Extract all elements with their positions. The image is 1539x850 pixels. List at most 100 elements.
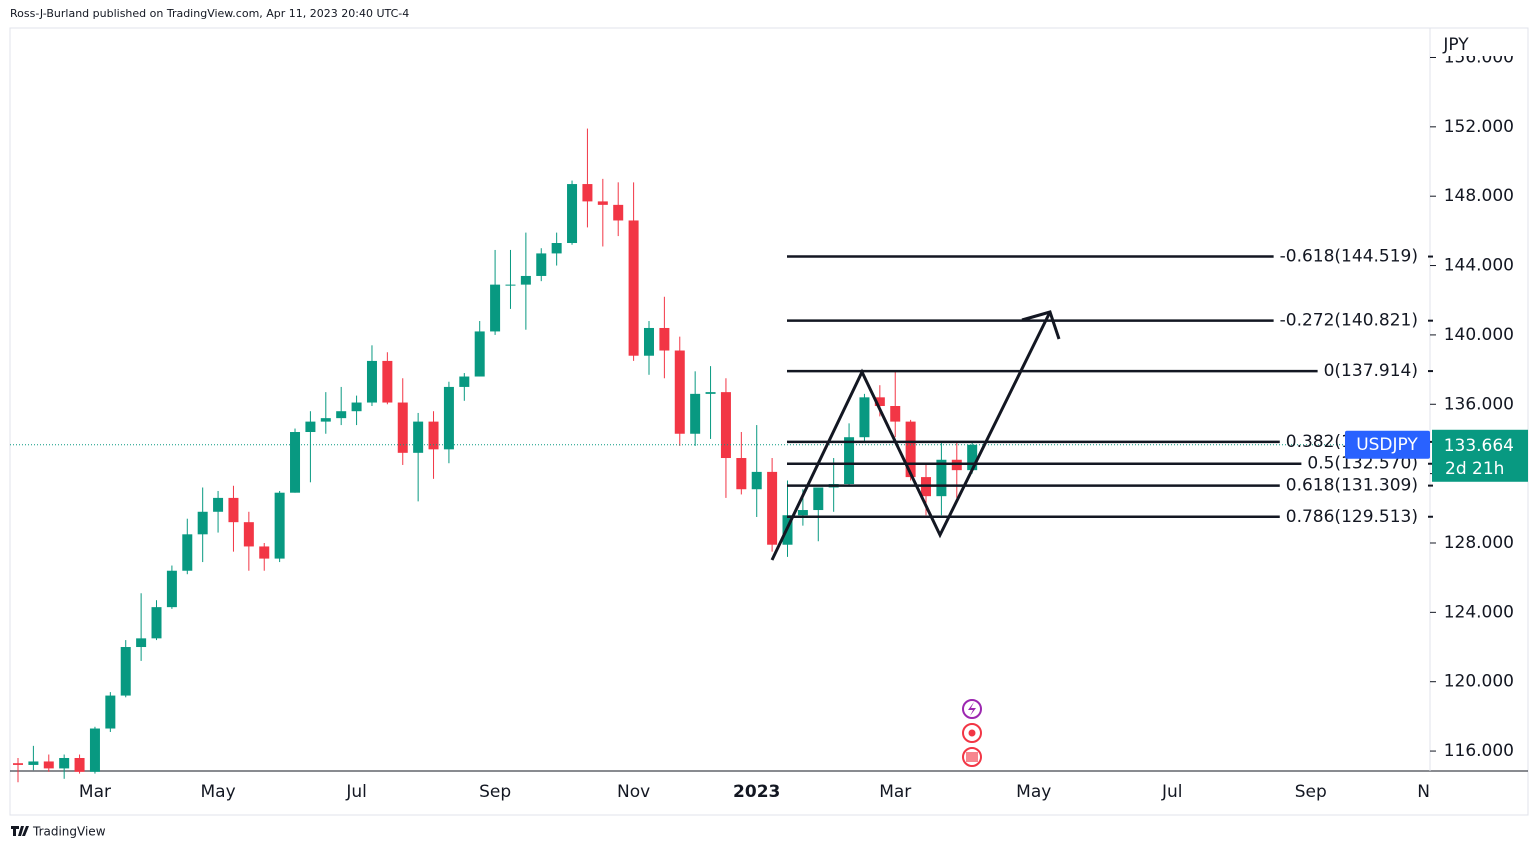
x-axis-cover [1431, 772, 1527, 814]
y-tick-label: 152.000 [1444, 117, 1514, 137]
candle-body [397, 402, 408, 453]
fib-label: -0.618(144.519) [1280, 247, 1418, 267]
y-tick-label: 124.000 [1444, 602, 1514, 622]
candle-body [967, 444, 978, 471]
candle-body [43, 761, 54, 769]
x-tick-label: Nov [617, 782, 650, 802]
candle-body [13, 763, 23, 765]
candle-body [166, 570, 177, 608]
footer-logo: TradingView [11, 825, 106, 839]
candle-body [151, 607, 162, 639]
y-tick-label: 140.000 [1444, 325, 1514, 345]
x-tick-label: May [200, 782, 235, 802]
candle-body [274, 492, 285, 559]
symbol-tag-text: USDJPY [1356, 435, 1418, 455]
event-icons [962, 699, 982, 767]
ticks: 116.000120.000124.000128.000132.000136.0… [79, 47, 1527, 814]
candle-body [536, 253, 547, 276]
candle-body [890, 406, 901, 422]
candle-body [228, 497, 239, 523]
x-tick-label: 2023 [733, 782, 780, 802]
candle-body [690, 393, 701, 434]
candle-body [705, 392, 716, 394]
y-tick-label: 148.000 [1444, 186, 1514, 206]
candle-body [259, 546, 270, 559]
fib-label: 0.786(129.513) [1286, 507, 1418, 527]
candle-body [413, 421, 424, 453]
y-tick-label: 120.000 [1444, 672, 1514, 692]
candle-body [659, 327, 670, 351]
candle-body [874, 397, 885, 407]
candle-body [320, 418, 331, 422]
y-tick-label: 116.000 [1444, 741, 1514, 761]
candle-body [936, 459, 947, 497]
candle-body [351, 402, 362, 412]
overlay: USDJPY 133.664 2d 21h [1345, 429, 1528, 482]
candle-body [813, 487, 824, 511]
symbol-tag [1345, 430, 1430, 459]
candle-body [120, 647, 131, 696]
candle-body [720, 392, 731, 459]
candle-body [428, 421, 439, 450]
x-tick-label: Sep [1295, 782, 1327, 802]
candle-body [905, 421, 916, 478]
axis-top-cover [1431, 29, 1527, 56]
footer-text: TradingView [32, 825, 106, 839]
zigzag [770, 311, 1052, 561]
x-tick-label: Mar [879, 782, 911, 802]
candle-body [490, 284, 501, 332]
price-tag-value: 133.664 [1444, 436, 1514, 456]
candle-body [459, 376, 470, 387]
currency-label: JPY [1442, 35, 1469, 55]
candle-body [582, 184, 593, 202]
candle-body [674, 350, 685, 434]
candle-body [243, 522, 254, 547]
price-tag [1432, 429, 1528, 482]
fib-label: 0(137.914) [1324, 361, 1418, 381]
candle-body [182, 534, 193, 571]
y-tick-label: 144.000 [1444, 256, 1514, 276]
candle-body [105, 695, 116, 729]
arrow-head [1021, 310, 1061, 340]
y-tick-label: 136.000 [1444, 394, 1514, 414]
fib-label: -0.272(140.821) [1280, 311, 1418, 331]
x-tick-label: Jul [345, 782, 367, 802]
candle-body [305, 421, 316, 433]
candle-body [336, 411, 347, 419]
icon-flag-inner [966, 752, 978, 762]
frame [9, 27, 1529, 816]
candle-body [767, 471, 778, 545]
candle-body [136, 638, 147, 648]
y-tick-label: 128.000 [1444, 533, 1514, 553]
candle-body [520, 275, 531, 285]
candle-body [89, 728, 100, 772]
x-tick-label: Sep [479, 782, 511, 802]
candle-body [859, 397, 870, 438]
candle-body [597, 201, 608, 205]
candle-body [366, 360, 377, 403]
candle-body [736, 458, 747, 490]
candle-body [567, 184, 578, 244]
candle-body [213, 497, 224, 512]
candle-body [844, 437, 855, 485]
candle-body [474, 331, 485, 377]
pattern-arrow [770, 310, 1061, 561]
candle-body [505, 284, 516, 286]
fib: -0.618(144.519) -0.272(140.821) 0(137.914)… [787, 247, 1433, 527]
icon-dot-inner [968, 729, 976, 737]
candle-body [197, 511, 208, 535]
header: Ross-J-Burland published on TradingView.… [10, 7, 409, 20]
x-tick-label: Mar [79, 782, 111, 802]
candle-body [797, 510, 808, 516]
candle-body [443, 386, 454, 450]
candle-body [551, 243, 562, 254]
candles [10, 128, 1430, 783]
candle-body [290, 432, 301, 493]
candle-body [382, 360, 393, 403]
candle-body [59, 757, 70, 769]
candle-body [613, 204, 624, 221]
candle-body [74, 757, 85, 772]
candle-body [628, 220, 639, 356]
price-tag-countdown: 2d 21h [1445, 459, 1504, 479]
